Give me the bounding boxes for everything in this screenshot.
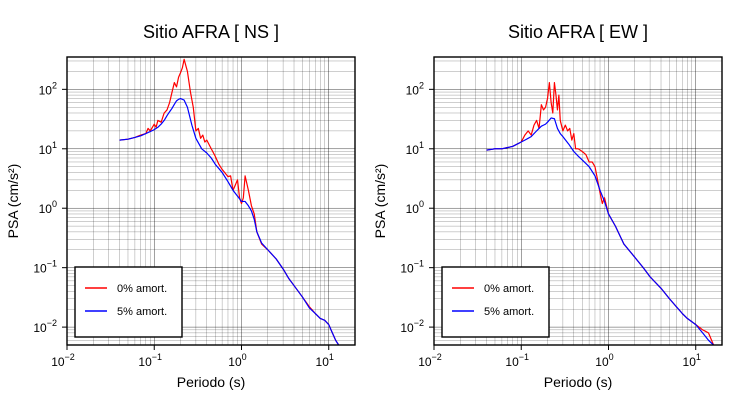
plot-frame: [433, 56, 723, 346]
x-axis-label: Periodo (s): [544, 374, 612, 390]
y-tick-label: 100: [406, 199, 424, 216]
chart-ns: Sitio AFRA [ NS ] 10−2 10−1 100 101 10−2 10−1 1…: [5, 22, 356, 390]
chart-title: Sitio AFRA [ EW ]: [508, 22, 648, 42]
y-axis-label: PSA (cm/s²): [5, 164, 21, 239]
y-tick-label: 102: [406, 80, 424, 97]
legend-label: 0% amort.: [117, 283, 167, 295]
x-tick-label: 10−1: [505, 352, 529, 369]
y-tick-label: 102: [39, 80, 57, 97]
y-axis-label: PSA (cm/s²): [372, 164, 388, 239]
y-tick-label: 10−2: [400, 318, 424, 335]
chart-ew: Sitio AFRA [ EW ] 10−2 10−1 100 101 10−2 10−1 1…: [372, 22, 723, 390]
grid: [67, 57, 355, 345]
legend-box: [441, 266, 550, 338]
x-tick-label: 10−2: [51, 352, 75, 369]
legend-label: 5% amort.: [117, 306, 167, 318]
chart-title: Sitio AFRA [ NS ]: [143, 22, 279, 42]
legend: 0% amort. 5% amort.: [441, 266, 550, 338]
x-axis-label: Periodo (s): [177, 374, 245, 390]
legend-box: [74, 266, 183, 338]
legend-label: 5% amort.: [484, 306, 534, 318]
x-tick-label: 10−2: [418, 352, 442, 369]
x-tick-label: 101: [316, 352, 334, 369]
y-tick-label: 100: [39, 199, 57, 216]
x-tick-label: 100: [228, 352, 246, 369]
y-tick-label: 10−1: [400, 259, 424, 276]
series-line-amort-5: [486, 117, 714, 346]
x-tick-label: 10−1: [138, 352, 162, 369]
y-tick-label: 101: [39, 140, 57, 157]
plot-frame: [66, 56, 356, 346]
series-line-amort-5: [119, 97, 340, 346]
y-tick-label: 101: [406, 140, 424, 157]
legend-label: 0% amort.: [484, 283, 534, 295]
y-tick-label: 10−2: [33, 318, 57, 335]
legend: 0% amort. 5% amort.: [74, 266, 183, 338]
x-tick-label: 100: [595, 352, 613, 369]
x-tick-label: 101: [683, 352, 701, 369]
y-tick-label: 10−1: [33, 259, 57, 276]
